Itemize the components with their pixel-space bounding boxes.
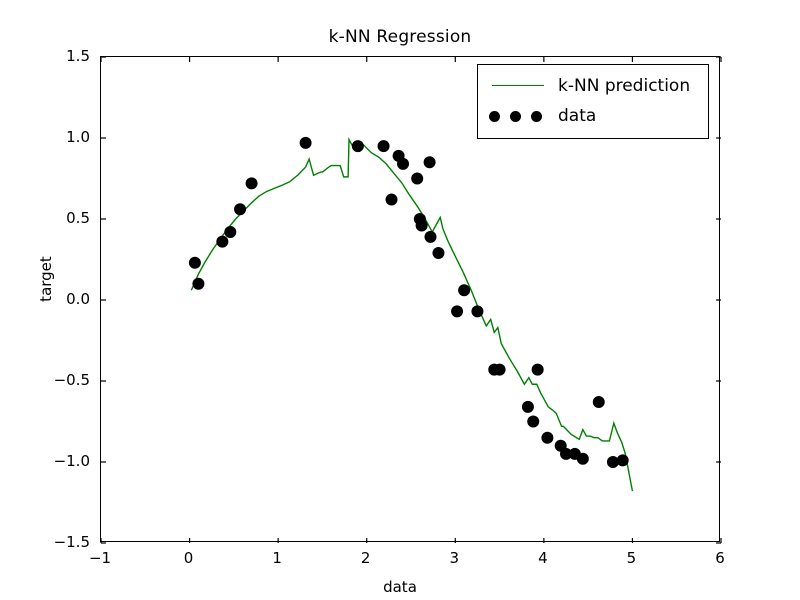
- data-point: [245, 177, 258, 190]
- data-point: [188, 256, 201, 269]
- x-tick-label: −1: [88, 549, 112, 567]
- y-tick-label: −1.5: [53, 533, 90, 551]
- data-point: [616, 454, 629, 467]
- data-point: [432, 247, 445, 260]
- data-point: [458, 284, 471, 297]
- data-point: [606, 456, 619, 468]
- data-point: [521, 400, 534, 413]
- data-point: [216, 235, 229, 248]
- x-axis-tick-labels: −1 0 1 2 3 4 5 6: [0, 549, 800, 573]
- x-tick-label: 2: [360, 549, 371, 567]
- y-tick-label: −0.5: [53, 371, 90, 389]
- xtick-marks: [100, 57, 722, 543]
- dot-swatch-icon: [531, 111, 542, 122]
- legend-line-key: [486, 74, 552, 98]
- data-point: [527, 415, 540, 428]
- data-point: [415, 219, 428, 232]
- x-tick-label: 3: [449, 549, 460, 567]
- x-tick-label: 6: [715, 549, 725, 567]
- legend-label-prediction: k-NN prediction: [558, 76, 691, 96]
- data-point: [493, 363, 506, 376]
- chart-title: k-NN Regression: [328, 27, 472, 47]
- legend-entry-data: data: [486, 101, 700, 131]
- x-tick-label: 1: [272, 549, 282, 567]
- x-tick-label: 4: [538, 549, 548, 567]
- data-point: [471, 305, 484, 318]
- data-point: [234, 203, 247, 216]
- y-tick-label: 1.5: [66, 47, 90, 65]
- data-point: [377, 140, 390, 153]
- data-point: [560, 447, 572, 460]
- data-point: [385, 193, 398, 206]
- data-point: [351, 140, 364, 153]
- data-point: [592, 396, 605, 409]
- data-point: [299, 136, 312, 149]
- data-scatter-points: [188, 136, 629, 468]
- data-point: [397, 157, 410, 170]
- y-axis-tick-labels: −1.5 −1.0 −0.5 0.0 0.5 1.0 1.5: [20, 0, 90, 600]
- data-point: [192, 277, 205, 290]
- y-tick-label: 0.0: [66, 290, 90, 308]
- y-tick-label: 0.5: [66, 209, 90, 227]
- data-point: [424, 230, 437, 243]
- legend-box: k-NN prediction data: [477, 64, 709, 139]
- y-tick-label: −1.0: [53, 452, 90, 470]
- data-point: [224, 225, 237, 238]
- data-point: [531, 363, 544, 376]
- legend-entry-prediction: k-NN prediction: [486, 71, 700, 101]
- x-tick-label: 5: [626, 549, 637, 567]
- plot-svg: [100, 56, 722, 544]
- data-point: [576, 452, 589, 465]
- y-tick-label: 1.0: [66, 128, 90, 146]
- legend-label-data: data: [558, 106, 597, 126]
- knn-prediction-line: [190, 136, 634, 492]
- y-axis-label: target: [37, 256, 55, 302]
- dot-swatch-icon: [510, 111, 521, 122]
- x-tick-label: 0: [183, 549, 194, 567]
- data-point: [423, 156, 436, 169]
- data-point: [451, 305, 464, 318]
- legend-dots-key: [486, 104, 552, 128]
- ytick-marks: [101, 56, 721, 544]
- line-swatch-icon: [492, 85, 544, 86]
- dot-swatch-icon: [489, 111, 500, 122]
- data-point: [541, 431, 554, 444]
- data-point: [411, 172, 424, 185]
- x-axis-label: data: [383, 578, 417, 596]
